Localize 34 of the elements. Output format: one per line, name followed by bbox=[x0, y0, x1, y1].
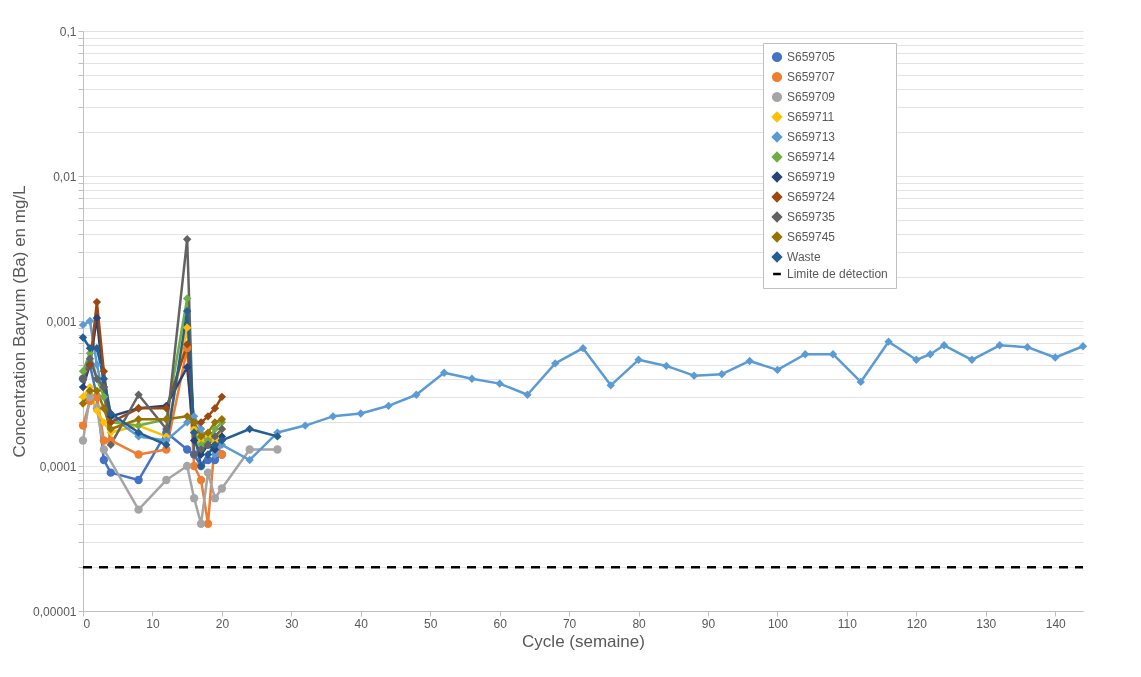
x-tick-label: 40 bbox=[354, 616, 369, 631]
legend-label: S659711 bbox=[787, 110, 835, 124]
legend-label: S659735 bbox=[787, 210, 836, 224]
x-tick-label: 60 bbox=[493, 616, 508, 631]
x-tick-label: 100 bbox=[767, 616, 789, 631]
x-tick-label: 0 bbox=[83, 616, 91, 631]
legend-label: Limite de détection bbox=[787, 267, 888, 281]
x-tick-label: 90 bbox=[701, 616, 716, 631]
legend-label: S659705 bbox=[787, 50, 836, 64]
y-tick-label: 0,0001 bbox=[39, 459, 77, 474]
x-axis-title: Cycle (semaine) bbox=[522, 631, 645, 651]
y-tick-label: 0,001 bbox=[46, 314, 77, 329]
legend-label: S659745 bbox=[787, 230, 836, 244]
x-tick-label: 50 bbox=[424, 616, 438, 631]
x-tick-label: 70 bbox=[562, 616, 577, 631]
legend-label: S659719 bbox=[787, 170, 836, 184]
y-tick-label: 0,00001 bbox=[33, 604, 77, 619]
legend-label: S659707 bbox=[787, 70, 836, 84]
x-tick-label: 110 bbox=[837, 616, 858, 631]
legend-label: S659713 bbox=[787, 130, 836, 144]
y-axis-title: Concentration Baryum (Ba) en mg/L bbox=[10, 185, 30, 458]
legend-label: S659724 bbox=[787, 190, 836, 204]
x-tick-label: 20 bbox=[215, 616, 230, 631]
y-tick-label: 0,1 bbox=[59, 24, 77, 39]
x-tick-label: 80 bbox=[632, 616, 647, 631]
x-tick-label: 10 bbox=[146, 616, 160, 631]
x-tick-label: 140 bbox=[1045, 616, 1067, 631]
legend-label: S659714 bbox=[787, 150, 836, 164]
x-tick-label: 30 bbox=[285, 616, 299, 631]
y-tick-label: 0,01 bbox=[53, 169, 77, 184]
x-tick-label: 120 bbox=[906, 616, 928, 631]
x-tick-label: 130 bbox=[976, 616, 997, 631]
legend-label: S659709 bbox=[787, 90, 836, 104]
legend-label: Waste bbox=[787, 250, 821, 264]
